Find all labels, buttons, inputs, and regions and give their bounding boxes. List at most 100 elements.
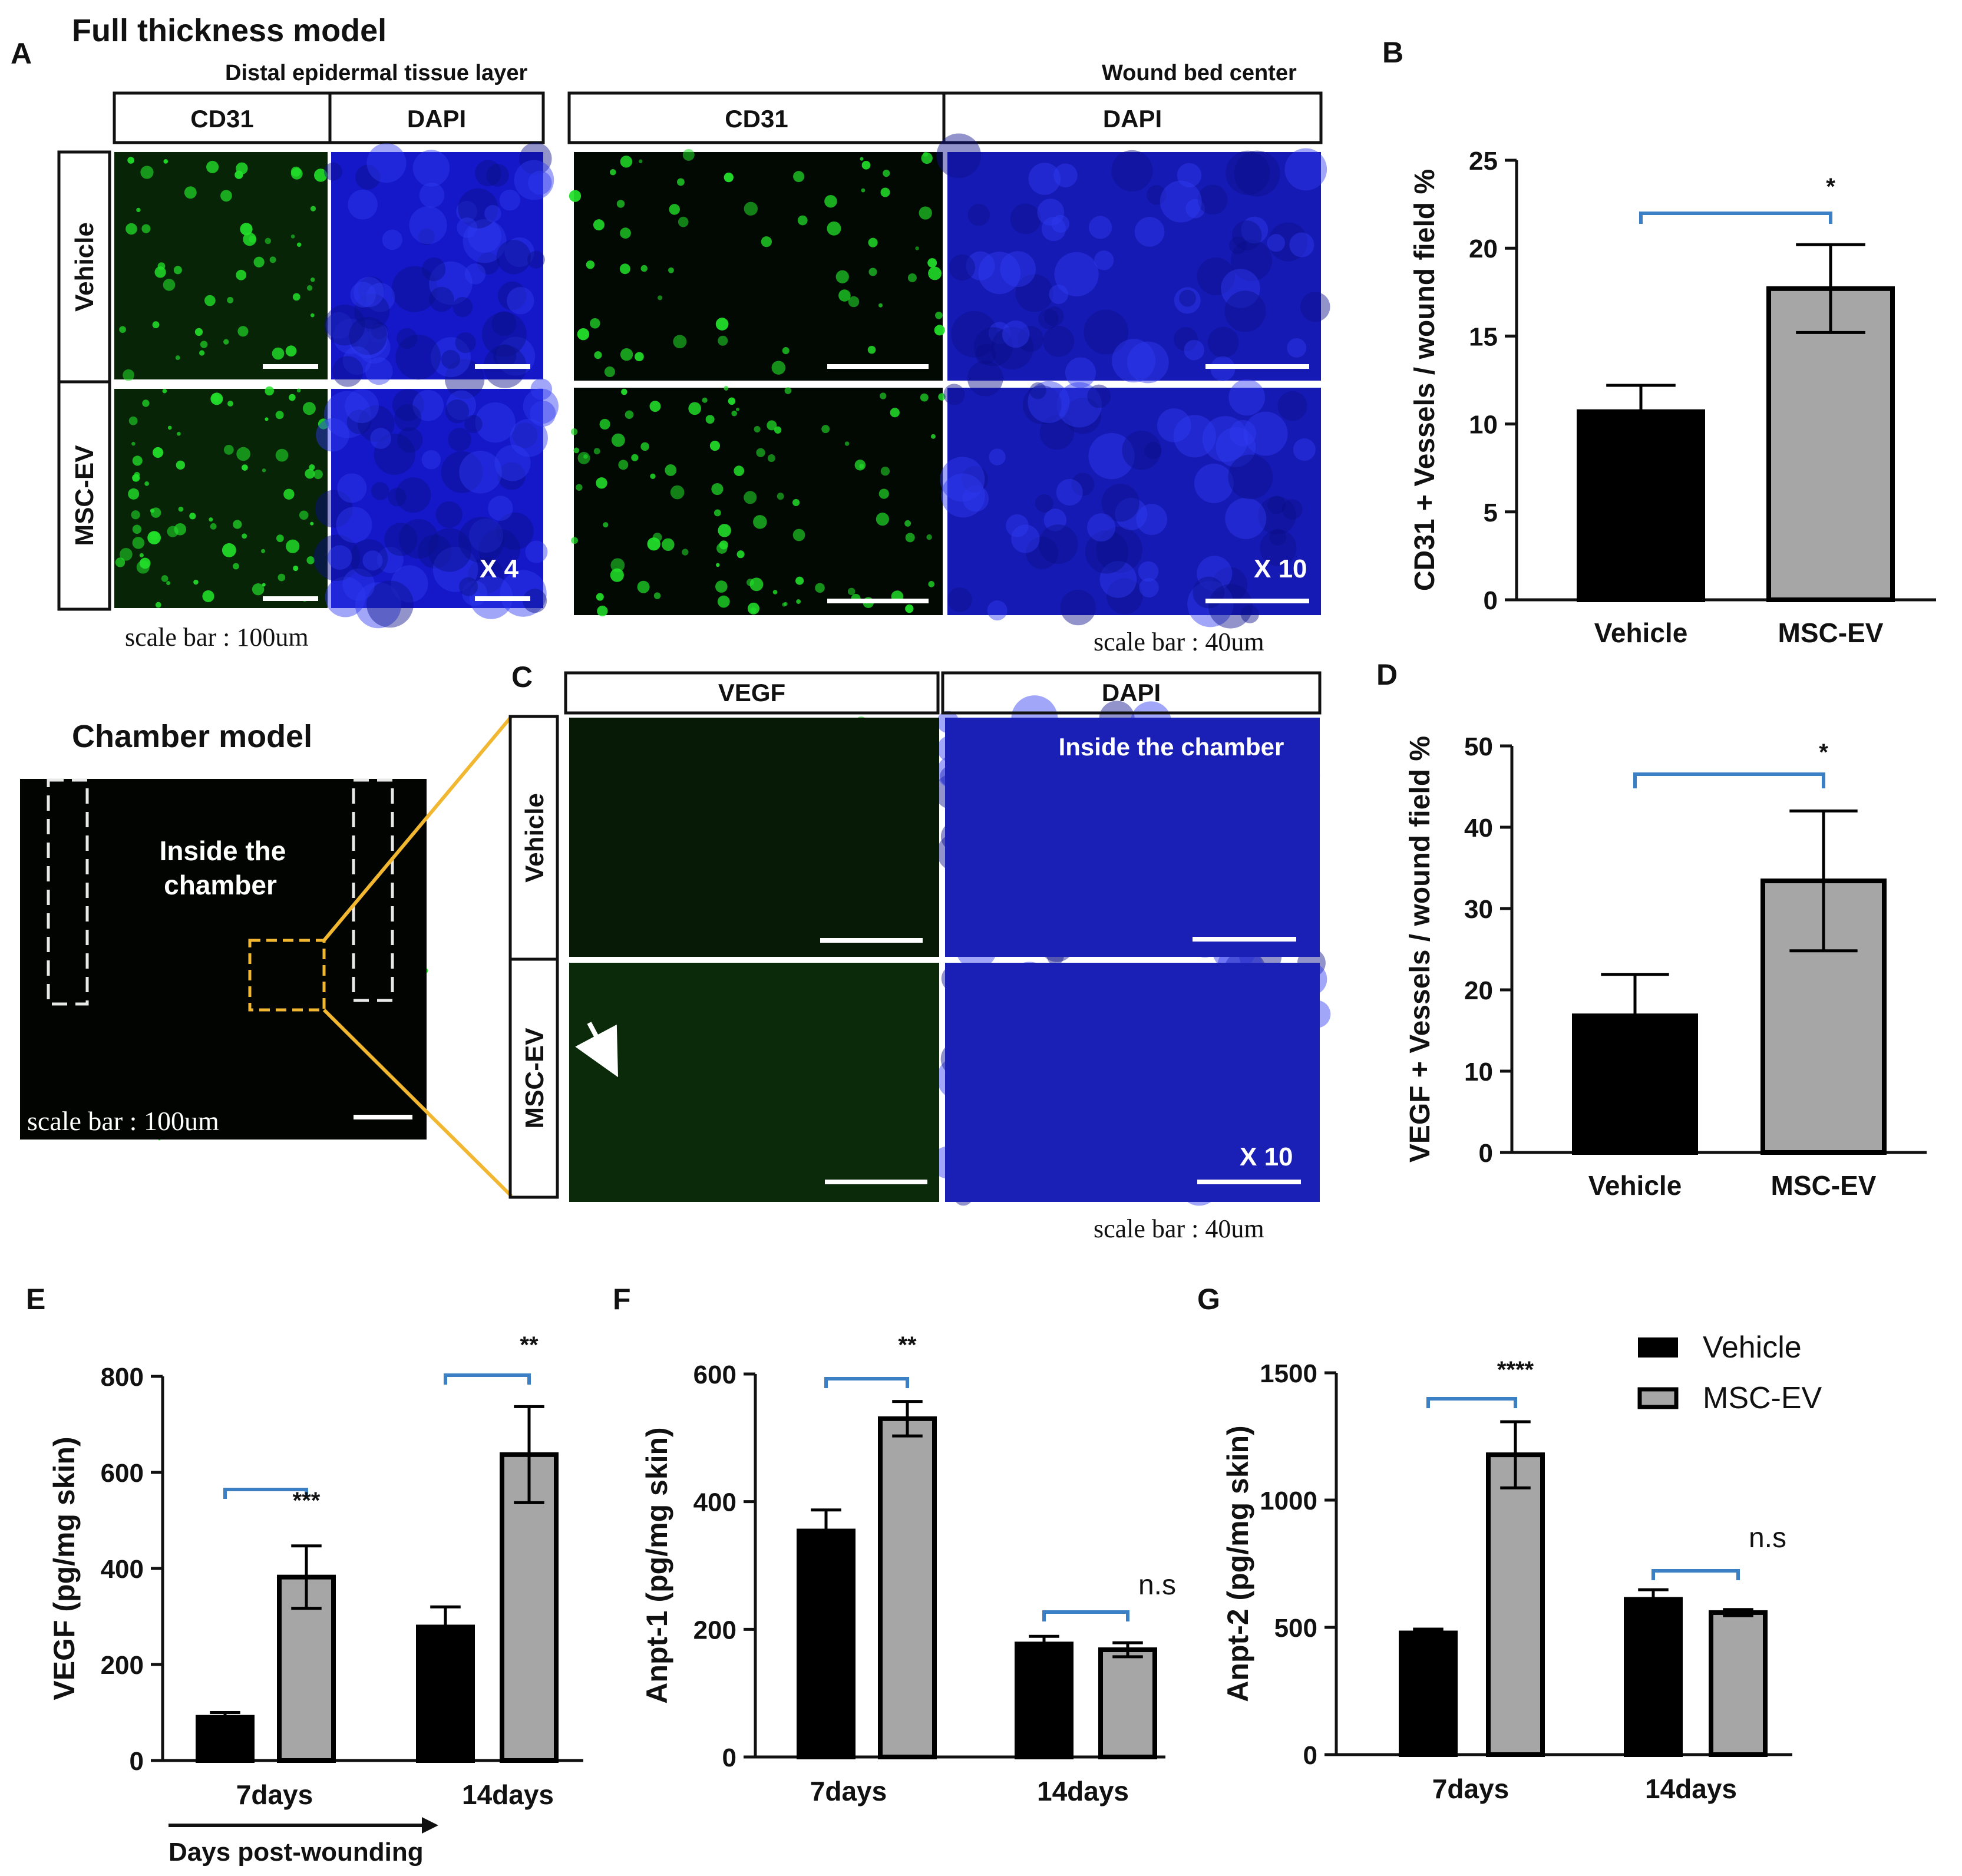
y-tick-label: 40 bbox=[1464, 814, 1493, 843]
fluorescent-spot bbox=[662, 538, 675, 551]
fluorescent-spot bbox=[310, 521, 314, 526]
col-header-vegf: VEGF bbox=[718, 679, 785, 706]
fluorescent-spot bbox=[206, 160, 219, 173]
fluorescent-spot bbox=[821, 425, 830, 434]
nuclei-blob bbox=[441, 451, 483, 493]
y-tick-label: 0 bbox=[1479, 1139, 1493, 1168]
nuclei-blob bbox=[323, 162, 342, 181]
y-tick-label: 600 bbox=[101, 1459, 144, 1488]
y-tick-label: 0 bbox=[722, 1743, 736, 1772]
panel-letter-f: F bbox=[613, 1283, 631, 1316]
row-label-vehicle-c: Vehicle bbox=[520, 793, 549, 883]
nuclei-blob bbox=[1260, 529, 1297, 566]
fluorescent-spot bbox=[222, 543, 236, 557]
fluorescent-spot bbox=[709, 440, 721, 451]
significance-label: n.s bbox=[1749, 1522, 1786, 1554]
nuclei-blob bbox=[499, 189, 521, 211]
fluorescent-spot bbox=[233, 520, 242, 529]
nuclei-blob bbox=[475, 402, 516, 443]
fluorescent-spot bbox=[178, 506, 184, 512]
nuclei-blob bbox=[1202, 416, 1248, 463]
fluorescent-spot bbox=[928, 266, 942, 280]
x-tick-label: Vehicle bbox=[1594, 617, 1688, 648]
nuclei-blob bbox=[388, 488, 407, 507]
fluorescent-spot bbox=[620, 227, 631, 239]
fluorescent-spot bbox=[734, 465, 745, 477]
scale-text-left: scale bar : 100um bbox=[125, 623, 309, 652]
fluorescent-spot bbox=[921, 152, 933, 164]
nuclei-blob bbox=[395, 334, 441, 380]
nuclei-blob bbox=[1281, 499, 1303, 520]
fluorescent-spot bbox=[904, 520, 911, 527]
bar bbox=[1709, 1610, 1768, 1758]
fluorescent-spot bbox=[163, 279, 176, 291]
fluorescent-spot bbox=[200, 341, 208, 348]
fluorescent-spot bbox=[883, 169, 890, 177]
fluorescent-spot bbox=[620, 156, 633, 168]
fluorescent-spot bbox=[848, 296, 860, 308]
nuclei-blob bbox=[418, 534, 452, 569]
fluorescent-spot bbox=[673, 335, 687, 349]
nuclei-blob bbox=[464, 263, 486, 285]
row-label-mscev-c: MSC-EV bbox=[520, 1028, 549, 1129]
nuclei-blob bbox=[1043, 508, 1067, 531]
fluorescent-spot bbox=[240, 223, 253, 236]
fluorescent-spot bbox=[236, 162, 248, 174]
fluorescent-spot bbox=[756, 448, 765, 457]
nuclei-blob bbox=[523, 388, 559, 424]
nuclei-blob bbox=[445, 399, 470, 424]
fluorescent-spot bbox=[611, 433, 625, 447]
fluorescent-spot bbox=[194, 328, 203, 336]
fluorescent-spot bbox=[571, 537, 578, 544]
fluorescent-spot bbox=[718, 524, 731, 537]
nuclei-blob bbox=[477, 252, 500, 275]
nuclei-blob bbox=[1056, 382, 1102, 428]
fluorescent-spot bbox=[306, 556, 315, 564]
fluorescent-spot bbox=[278, 573, 286, 582]
y-axis-label: VEGF (pg/mg skin) bbox=[48, 1436, 81, 1700]
fluorescent-spot bbox=[860, 157, 864, 161]
nuclei-blob bbox=[429, 261, 473, 305]
fluorescent-spot bbox=[596, 593, 604, 601]
nuclei-blob bbox=[323, 391, 371, 438]
panel-letter-b: B bbox=[1382, 36, 1403, 69]
fluorescent-spot bbox=[744, 491, 757, 504]
fluorescent-spot bbox=[265, 386, 275, 396]
nuclei-blob bbox=[1112, 339, 1156, 383]
nuclei-blob bbox=[1087, 513, 1116, 542]
fluorescent-spot bbox=[123, 369, 134, 381]
bar bbox=[1577, 409, 1705, 602]
fluorescent-spot bbox=[928, 581, 935, 587]
fluorescent-spot bbox=[784, 387, 792, 394]
nuclei-blob bbox=[1208, 584, 1253, 629]
fluorescent-spot bbox=[724, 386, 729, 391]
nuclei-blob bbox=[1060, 589, 1096, 626]
nuclei-blob bbox=[355, 582, 401, 629]
micrograph-texture-group bbox=[940, 379, 1316, 629]
fluorescent-spot bbox=[310, 313, 315, 318]
nuclei-blob bbox=[1269, 529, 1286, 546]
fluorescent-spot bbox=[711, 483, 724, 496]
nuclei-blob bbox=[1157, 408, 1191, 442]
nuclei-blob bbox=[313, 534, 360, 582]
nuclei-blob bbox=[377, 546, 404, 573]
nuclei-blob bbox=[428, 528, 472, 572]
nuclei-blob bbox=[342, 346, 372, 375]
nuclei-blob bbox=[1179, 289, 1196, 307]
nuclei-blob bbox=[457, 217, 478, 238]
nuclei-blob bbox=[1084, 309, 1129, 355]
chamber-wall-outlines bbox=[47, 778, 394, 1006]
fluorescent-spot bbox=[573, 447, 580, 454]
x-tick-label: 7days bbox=[236, 1779, 313, 1810]
fluorescent-spot bbox=[189, 513, 196, 520]
fluorescent-spot bbox=[202, 590, 214, 603]
bar bbox=[196, 1715, 255, 1763]
fluorescent-spot bbox=[668, 267, 674, 273]
fluorescent-spot bbox=[676, 178, 685, 186]
y-tick-label: 200 bbox=[101, 1651, 144, 1680]
y-tick-label: 0 bbox=[1484, 586, 1498, 615]
scale-bars-c bbox=[820, 937, 1301, 1184]
nuclei-blob bbox=[397, 328, 418, 349]
nuclei-blob bbox=[1289, 232, 1314, 257]
fluorescent-spot bbox=[767, 454, 775, 463]
